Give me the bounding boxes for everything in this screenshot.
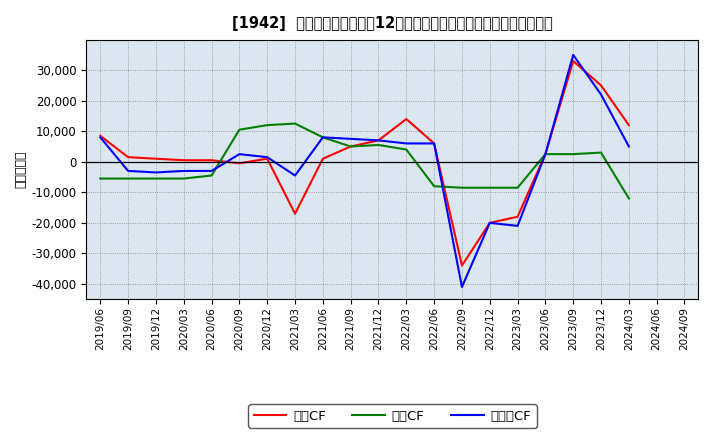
フリーCF (207, 168, 216, 173)
投資CF (179, 176, 188, 181)
投資CF (569, 151, 577, 157)
Title: [1942]  キャッシュフローの12か月移動合計の対前年同期増減額の推移: [1942] キャッシュフローの12か月移動合計の対前年同期増減額の推移 (232, 16, 553, 32)
営業CF (318, 156, 327, 161)
投資CF (430, 183, 438, 189)
フリーCF (235, 151, 243, 157)
投資CF (346, 144, 355, 149)
投資CF (597, 150, 606, 155)
フリーCF (541, 151, 550, 157)
フリーCF (513, 223, 522, 228)
営業CF (458, 263, 467, 268)
投資CF (402, 147, 410, 152)
投資CF (235, 127, 243, 132)
投資CF (124, 176, 132, 181)
フリーCF (179, 168, 188, 173)
フリーCF (152, 170, 161, 175)
投資CF (624, 196, 633, 201)
投資CF (513, 185, 522, 191)
投資CF (96, 176, 104, 181)
フリーCF (597, 92, 606, 97)
投資CF (374, 142, 383, 147)
Line: フリーCF: フリーCF (100, 55, 629, 287)
投資CF (152, 176, 161, 181)
フリーCF (458, 284, 467, 290)
営業CF (124, 154, 132, 160)
投資CF (207, 173, 216, 178)
フリーCF (124, 168, 132, 173)
営業CF (597, 83, 606, 88)
Y-axis label: （百万円）: （百万円） (14, 150, 27, 188)
フリーCF (624, 144, 633, 149)
投資CF (291, 121, 300, 126)
フリーCF (291, 173, 300, 178)
Legend: 営業CF, 投資CF, フリーCF: 営業CF, 投資CF, フリーCF (248, 404, 536, 428)
営業CF (541, 151, 550, 157)
営業CF (374, 138, 383, 143)
Line: 投資CF: 投資CF (100, 124, 629, 198)
フリーCF (402, 141, 410, 146)
フリーCF (430, 141, 438, 146)
投資CF (263, 122, 271, 128)
営業CF (624, 122, 633, 128)
営業CF (179, 158, 188, 163)
営業CF (430, 141, 438, 146)
営業CF (96, 133, 104, 139)
投資CF (318, 135, 327, 140)
営業CF (513, 214, 522, 220)
フリーCF (263, 154, 271, 160)
フリーCF (318, 135, 327, 140)
投資CF (485, 185, 494, 191)
フリーCF (485, 220, 494, 225)
営業CF (485, 220, 494, 225)
営業CF (402, 116, 410, 121)
営業CF (152, 156, 161, 161)
Line: 営業CF: 営業CF (100, 61, 629, 266)
フリーCF (569, 52, 577, 58)
営業CF (569, 59, 577, 64)
フリーCF (96, 135, 104, 140)
フリーCF (374, 138, 383, 143)
営業CF (291, 211, 300, 216)
投資CF (458, 185, 467, 191)
営業CF (207, 158, 216, 163)
投資CF (541, 151, 550, 157)
営業CF (263, 156, 271, 161)
営業CF (235, 161, 243, 166)
営業CF (346, 144, 355, 149)
フリーCF (346, 136, 355, 142)
